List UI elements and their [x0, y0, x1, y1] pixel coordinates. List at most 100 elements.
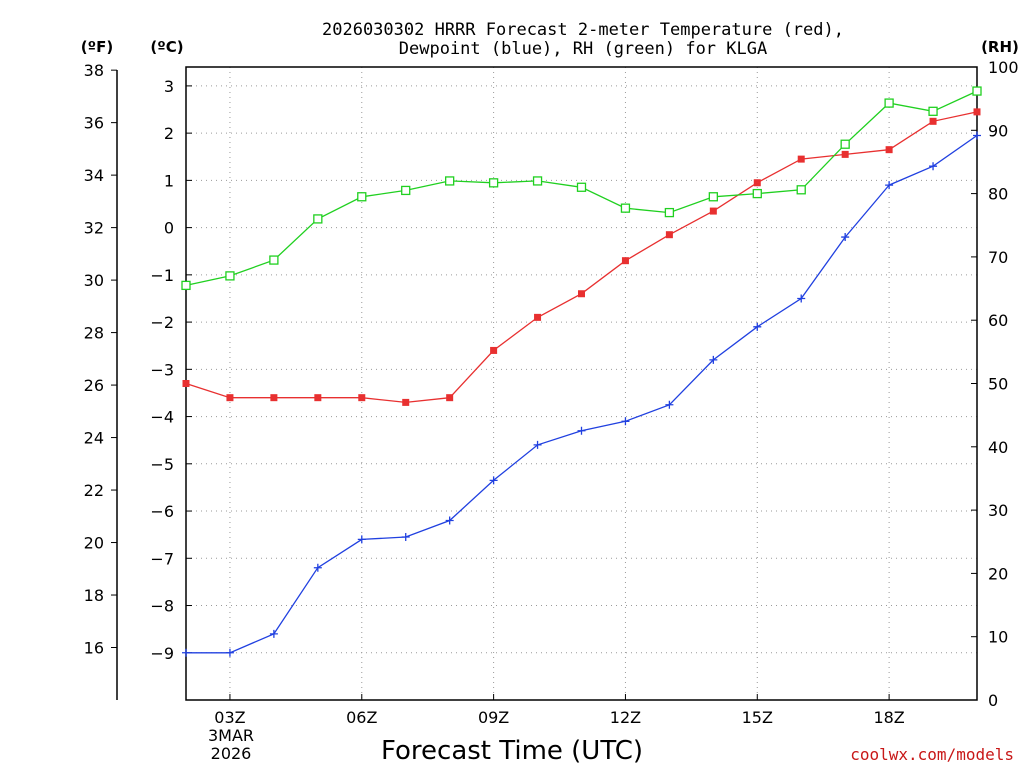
dewpoint-point — [401, 533, 410, 542]
rh-tick-label: 100 — [988, 58, 1019, 77]
dewpoint-point — [577, 426, 586, 435]
celsius-tick-label: −5 — [150, 455, 174, 474]
time-tick-label: 15Z — [742, 708, 773, 727]
2-meter-temperature-point — [358, 394, 366, 402]
dewpoint-point — [445, 516, 454, 525]
dewpoint-point — [489, 476, 498, 485]
time-tick-label: 09Z — [478, 708, 509, 727]
2-meter-temperature-point — [665, 231, 673, 239]
fahrenheit-tick-label: 34 — [84, 166, 104, 185]
date-label-year: 2026 — [211, 744, 252, 763]
time-tick-label: 12Z — [610, 708, 641, 727]
chart-title-line1: 2026030302 HRRR Forecast 2-meter Tempera… — [322, 20, 844, 40]
fahrenheit-tick-label: 30 — [84, 271, 104, 290]
dewpoint-point — [533, 440, 542, 449]
fahrenheit-tick-label: 16 — [84, 639, 104, 658]
dewpoint-line — [186, 134, 978, 654]
rh-tick-label: 60 — [988, 311, 1008, 330]
celsius-tick-label: −8 — [150, 597, 174, 616]
2-meter-temperature-point — [534, 313, 542, 321]
relative-humidity-point — [269, 255, 279, 265]
2-meter-temperature-point — [314, 394, 322, 402]
date-label-day: 3MAR — [208, 726, 254, 745]
relative-humidity-point — [313, 214, 323, 224]
dewpoint-point — [621, 417, 630, 426]
celsius-tick-label: −2 — [150, 313, 174, 332]
dewpoint-point — [665, 400, 674, 409]
fahrenheit-tick-label: 28 — [84, 324, 104, 343]
fahrenheit-tick-label: 22 — [84, 481, 104, 500]
2-meter-temperature-point — [973, 108, 981, 116]
relative-humidity-point — [796, 185, 806, 195]
relative-humidity-point — [532, 176, 543, 186]
rh-tick-label: 30 — [988, 501, 1008, 520]
dewpoint-point — [357, 535, 366, 544]
celsius-tick-label: −1 — [150, 266, 174, 285]
fahrenheit-tick-label: 24 — [84, 429, 104, 448]
celsius-tick-label: 0 — [164, 219, 174, 238]
fahrenheit-axis: 38 36 34 32 30 28 26 24 22 20 18 16 — [84, 61, 117, 658]
relative-humidity-point — [620, 203, 631, 213]
celsius-tick-label: 3 — [164, 77, 174, 96]
celsius-tick-label: 1 — [164, 171, 174, 190]
fahrenheit-tick-label: 18 — [84, 586, 104, 605]
2-meter-temperature-point — [885, 146, 893, 154]
rh-tick-label: 80 — [988, 185, 1008, 204]
series-layer — [181, 86, 982, 657]
time-tick-label: 06Z — [346, 708, 377, 727]
celsius-tick-label: −4 — [150, 408, 174, 427]
rh-tick-label: 50 — [988, 375, 1008, 394]
rh-tick-label: 10 — [988, 628, 1008, 647]
rh-tick-label: 0 — [988, 691, 998, 710]
relative-humidity-point — [225, 271, 235, 281]
relative-humidity-point — [357, 192, 367, 202]
dewpoint-point — [709, 355, 718, 364]
relative-humidity-point — [401, 185, 411, 196]
2-meter-temperature-point — [621, 257, 629, 265]
relative-humidity-point — [840, 139, 850, 149]
2-meter-temperature-point — [402, 398, 410, 406]
time-axis: 03Z 06Z 09Z 12Z 15Z 18Z — [214, 694, 905, 727]
celsius-tick-label: 2 — [164, 124, 174, 143]
time-tick-label: 03Z — [214, 708, 245, 727]
chart-title-line2: Dewpoint (blue), RH (green) for KLGA — [399, 39, 767, 59]
2-meter-temperature-line — [185, 111, 978, 404]
grid — [186, 67, 977, 700]
2-meter-temperature-point — [797, 155, 805, 163]
celsius-axis: 3 2 1 0 −1 −2 −3 −4 −5 −6 −7 −8 −9 — [150, 77, 192, 663]
dewpoint-point — [885, 181, 894, 190]
dewpoint-point — [313, 563, 322, 572]
fahrenheit-tick-label: 32 — [84, 219, 104, 238]
2-meter-temperature-point — [490, 346, 498, 354]
credit-link[interactable]: coolwx.com/models — [850, 745, 1014, 764]
fahrenheit-tick-label: 26 — [84, 376, 104, 395]
dewpoint-point — [973, 131, 981, 140]
rh-unit-label: (RH) — [981, 38, 1019, 56]
relative-humidity-point — [928, 106, 938, 116]
dewpoint-point — [841, 233, 850, 242]
2-meter-temperature-point — [446, 394, 454, 402]
celsius-tick-label: −7 — [150, 549, 174, 568]
celsius-tick-label: −6 — [150, 502, 174, 521]
celsius-tick-label: −3 — [150, 360, 174, 379]
2-meter-temperature-point — [226, 394, 234, 402]
relative-humidity-point — [181, 280, 191, 291]
fahrenheit-tick-label: 38 — [84, 61, 104, 80]
fahrenheit-unit-label: (ºF) — [81, 38, 113, 56]
relative-humidity-point — [488, 178, 499, 188]
dewpoint-point — [225, 648, 234, 657]
relative-humidity-point — [972, 86, 982, 96]
relative-humidity-point — [445, 176, 455, 186]
relative-humidity-point — [576, 182, 587, 192]
relative-humidity-point — [752, 188, 762, 199]
2-meter-temperature-point — [578, 290, 585, 298]
2-meter-temperature-point — [709, 207, 717, 215]
dewpoint-point — [929, 162, 938, 171]
relative-humidity-point — [664, 207, 675, 218]
dewpoint-point — [269, 629, 278, 638]
time-tick-label: 18Z — [873, 708, 904, 727]
relative-humidity-point — [884, 98, 894, 108]
2-meter-temperature-point — [841, 150, 849, 158]
